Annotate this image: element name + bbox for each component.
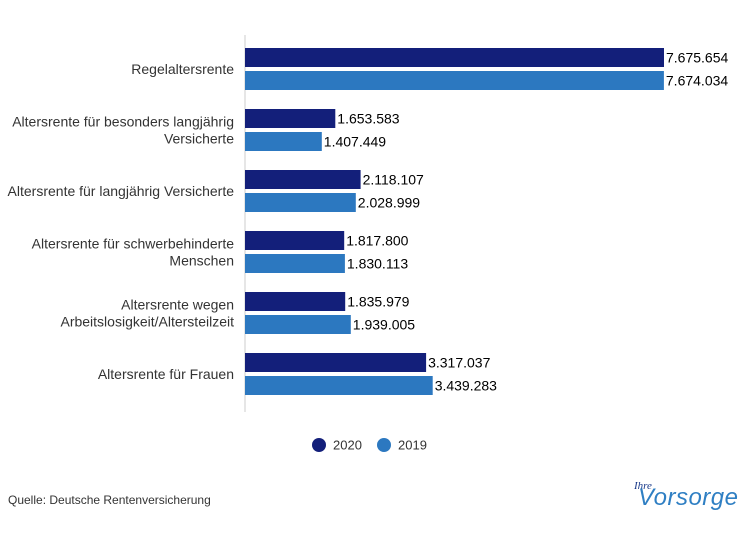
category-labels: Regelaltersrente Altersrente für besonder… <box>8 61 235 382</box>
value-label-2019-5: 3.439.283 <box>435 378 497 394</box>
value-label-2020-2: 2.118.107 <box>363 172 424 188</box>
bar-2019-2 <box>245 193 356 212</box>
bar-chart: 7.675.654 7.674.034 1.653.583 1.407.449 2.11… <box>8 35 728 453</box>
category-label-2: Altersrente für langjährig Versicherte <box>8 183 235 199</box>
value-label-2020-5: 3.317.037 <box>428 355 490 371</box>
legend-label-2020: 2020 <box>333 438 362 453</box>
value-label-2020-0: 7.675.654 <box>666 50 728 66</box>
value-label-2019-0: 7.674.034 <box>666 73 728 89</box>
bar-2020-1 <box>245 109 336 128</box>
bar-2020-4 <box>245 292 346 311</box>
bar-2019-3 <box>245 254 345 273</box>
bar-2019-1 <box>245 132 322 151</box>
bar-2020-2 <box>245 170 361 189</box>
value-label-2020-4: 1.835.979 <box>347 294 409 310</box>
legend-label-2019: 2019 <box>398 438 427 453</box>
source-note: Quelle: Deutsche Rentenversicherung <box>8 493 211 507</box>
value-label-2019-1: 1.407.449 <box>324 134 386 150</box>
value-label-2019-4: 1.939.005 <box>353 317 415 333</box>
category-label-3: Altersrente für schwerbehinderte Menschen <box>32 236 235 269</box>
legend-marker-2020 <box>312 438 326 452</box>
logo-word: Vorsorge <box>638 484 739 511</box>
category-label-5: Altersrente für Frauen <box>98 366 234 382</box>
value-label-2020-3: 1.817.800 <box>346 233 408 249</box>
bar-2019-0 <box>245 71 664 90</box>
ihre-vorsorge-logo: Ihre Vorsorge <box>634 480 744 514</box>
value-label-2019-3: 1.830.113 <box>347 256 408 272</box>
legend-marker-2019 <box>377 438 391 452</box>
bars-layer: 7.675.654 7.674.034 1.653.583 1.407.449 2.11… <box>245 48 728 395</box>
value-label-2019-2: 2.028.999 <box>358 195 420 211</box>
bar-2020-5 <box>245 353 427 372</box>
value-label-2020-1: 1.653.583 <box>337 111 399 127</box>
category-label-0: Regelaltersrente <box>131 61 234 77</box>
bar-2020-3 <box>245 231 345 250</box>
category-label-4: Altersrente wegen Arbeitslosigkeit/Alters… <box>60 297 234 330</box>
bar-2019-5 <box>245 376 433 395</box>
category-label-1: Altersrente für besonders langjährig Vers… <box>12 114 234 147</box>
bar-2019-4 <box>245 315 351 334</box>
legend: 2020 2019 <box>312 438 427 453</box>
bar-2020-0 <box>245 48 664 67</box>
logo-prefix: Ihre <box>634 480 652 492</box>
